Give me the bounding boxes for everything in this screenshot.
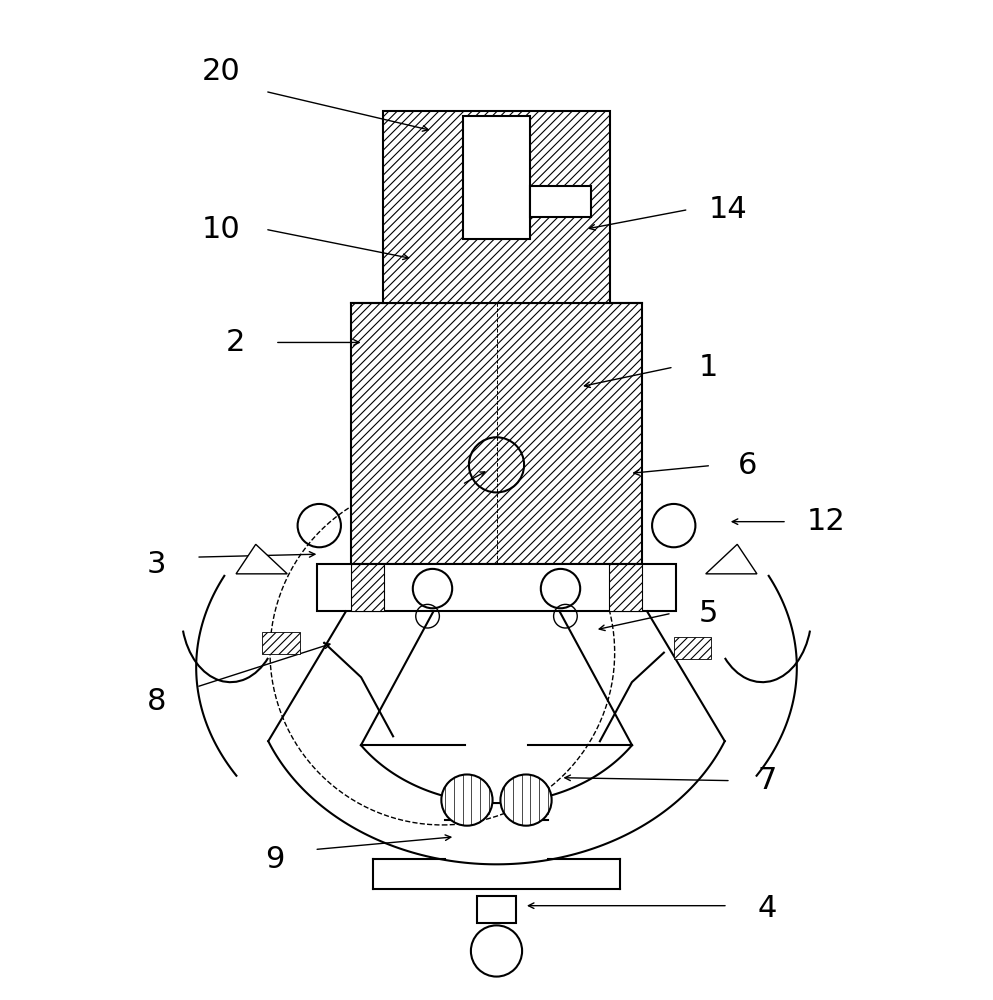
- Text: 6: 6: [738, 451, 758, 480]
- Text: 7: 7: [758, 766, 777, 795]
- Text: 9: 9: [265, 845, 285, 874]
- Text: 1: 1: [698, 353, 718, 382]
- Circle shape: [500, 774, 552, 826]
- Circle shape: [441, 774, 493, 826]
- Bar: [673, 637, 711, 659]
- Text: 20: 20: [202, 57, 240, 86]
- Bar: [477, 896, 516, 923]
- Text: 3: 3: [147, 550, 167, 579]
- Polygon shape: [236, 544, 287, 574]
- Text: 14: 14: [709, 195, 748, 224]
- Bar: [351, 564, 384, 611]
- Text: 2: 2: [225, 328, 245, 357]
- Bar: [351, 303, 642, 564]
- Text: 12: 12: [807, 507, 846, 536]
- Text: 8: 8: [147, 687, 167, 716]
- Text: 10: 10: [202, 215, 240, 244]
- Bar: [318, 564, 675, 611]
- Bar: [609, 564, 642, 611]
- Bar: [463, 116, 530, 239]
- Bar: [262, 632, 300, 654]
- Text: 5: 5: [698, 599, 718, 628]
- Polygon shape: [706, 544, 757, 574]
- Bar: [383, 111, 610, 303]
- Text: 4: 4: [758, 894, 777, 923]
- Bar: [530, 186, 591, 217]
